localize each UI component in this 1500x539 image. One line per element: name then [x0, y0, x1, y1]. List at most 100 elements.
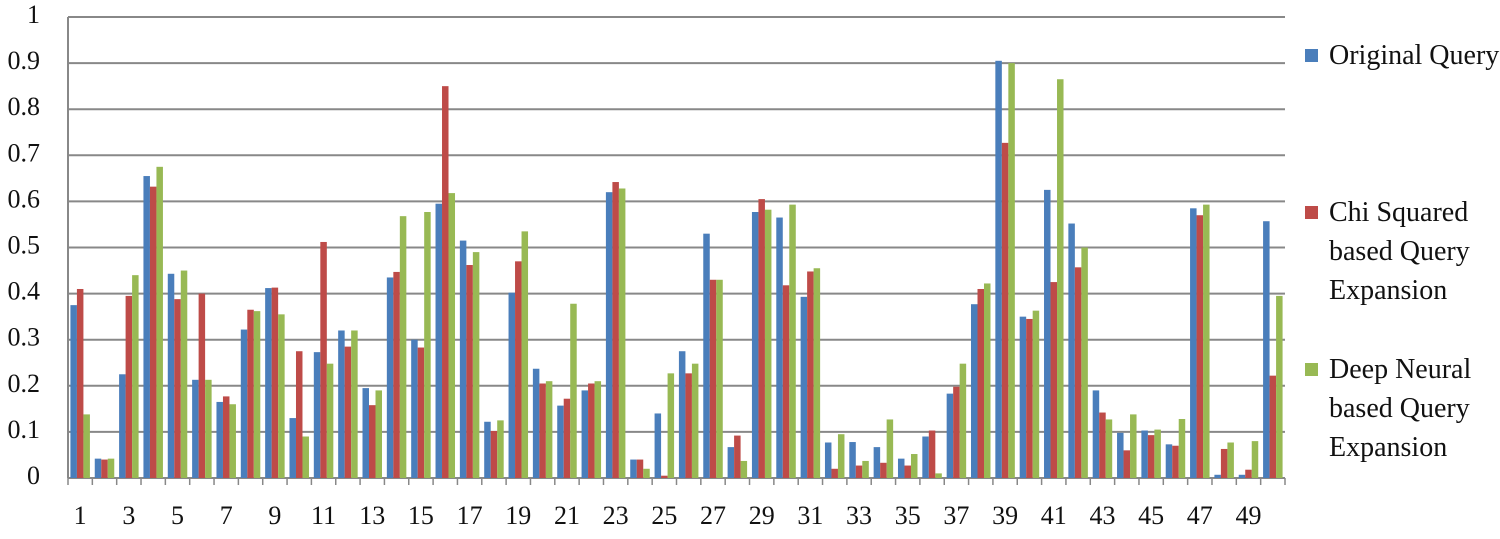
bar — [1238, 474, 1246, 478]
y-tick-label: 0.4 — [8, 277, 41, 306]
y-tick-label: 0.7 — [8, 138, 41, 167]
bar — [563, 398, 571, 478]
bar — [612, 182, 619, 478]
x-tick-label: 39 — [992, 501, 1018, 530]
bar — [1105, 419, 1113, 478]
x-tick-label: 45 — [1138, 501, 1164, 530]
bar — [143, 176, 150, 479]
legend-entry: Deep Neural based Query Expansion — [1305, 350, 1500, 467]
bar — [490, 430, 498, 478]
bar — [1214, 474, 1221, 478]
bar — [1068, 223, 1075, 478]
legend-label: Chi Squared based Query Expansion — [1329, 197, 1470, 306]
bar — [386, 277, 394, 478]
bar — [119, 374, 126, 478]
bar — [831, 468, 838, 478]
y-tick-label: 0.6 — [8, 184, 41, 213]
bar — [959, 363, 967, 478]
bar — [1245, 469, 1252, 478]
bar — [862, 460, 869, 478]
bar — [320, 241, 327, 478]
bar — [205, 379, 212, 478]
bar — [904, 465, 911, 478]
y-tick-label: 0.9 — [8, 46, 41, 75]
bar — [198, 293, 206, 478]
bar — [125, 295, 133, 478]
bar — [984, 283, 991, 478]
bar — [240, 329, 248, 478]
bar — [472, 252, 480, 478]
bar — [922, 436, 929, 478]
bar — [417, 347, 425, 478]
bar — [1044, 189, 1051, 478]
bar — [691, 363, 699, 478]
bar — [654, 413, 662, 478]
bar — [313, 352, 321, 478]
bar — [222, 396, 230, 478]
bar — [971, 304, 978, 478]
bar — [326, 363, 334, 478]
x-tick-label: 5 — [171, 501, 184, 530]
bar — [1227, 442, 1234, 478]
bar — [265, 288, 272, 478]
y-tick-label: 0.5 — [8, 230, 41, 259]
x-tick-label: 23 — [603, 501, 629, 530]
bar — [588, 383, 595, 478]
y-tick-label: 0.3 — [8, 323, 41, 352]
bar — [497, 420, 504, 478]
bar — [1141, 430, 1148, 478]
x-tick-label: 37 — [943, 501, 969, 530]
bar — [935, 473, 942, 478]
bar — [643, 468, 650, 478]
bar — [740, 460, 748, 478]
bar — [1050, 282, 1058, 478]
x-tick-label: 25 — [651, 501, 677, 530]
bar — [515, 261, 522, 478]
bar — [813, 268, 821, 478]
bar — [1263, 221, 1270, 478]
bar — [557, 405, 564, 478]
bar — [399, 216, 407, 479]
bar — [946, 393, 954, 478]
bar — [837, 434, 845, 478]
bar — [539, 383, 546, 478]
legend-entry: Original Query — [1305, 36, 1500, 75]
bar — [1001, 142, 1009, 478]
bar — [716, 279, 723, 478]
bar — [1123, 450, 1131, 478]
bar — [594, 381, 602, 478]
bar — [229, 404, 236, 478]
x-tick-label: 49 — [1235, 501, 1261, 530]
bar — [758, 199, 765, 478]
bar — [424, 212, 431, 479]
y-tick-label: 1 — [27, 0, 40, 29]
bar — [156, 166, 163, 478]
bar — [1092, 390, 1100, 478]
x-tick-label: 19 — [505, 501, 531, 530]
bar — [807, 271, 814, 478]
bar — [789, 204, 796, 478]
bar — [1203, 204, 1210, 478]
bar — [1269, 375, 1277, 478]
bar — [344, 346, 352, 478]
bar — [1251, 441, 1259, 478]
bar — [393, 271, 400, 478]
bar — [101, 459, 108, 478]
bar — [636, 459, 644, 478]
bar — [1178, 418, 1186, 478]
bar — [910, 454, 918, 478]
bar — [1190, 208, 1197, 478]
x-tick-label: 33 — [846, 501, 872, 530]
bar — [411, 339, 418, 478]
bar — [167, 273, 175, 478]
bar — [289, 418, 296, 478]
y-tick-label: 0.8 — [8, 92, 41, 121]
bar — [618, 188, 626, 478]
bar — [521, 231, 529, 478]
bar — [508, 292, 516, 478]
bar — [800, 296, 808, 478]
bar — [1099, 412, 1106, 478]
x-tick-label: 1 — [74, 501, 87, 530]
